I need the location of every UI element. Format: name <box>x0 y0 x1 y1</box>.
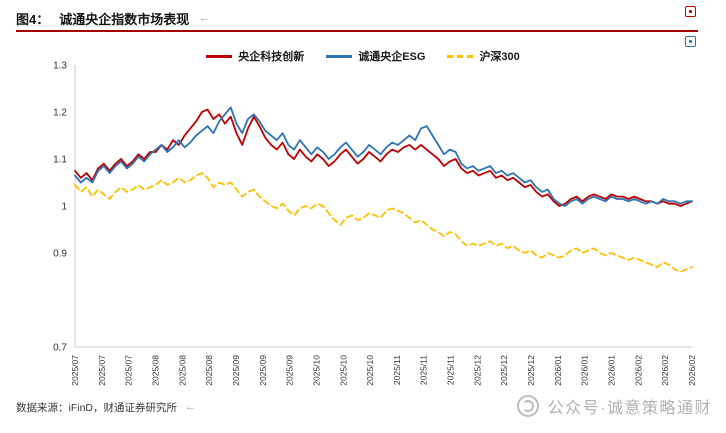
x-tick-label: 2025/07 <box>97 355 107 386</box>
chart-legend: 央企科技创新 诚通央企ESG 沪深300 <box>0 48 726 64</box>
figure-label: 图4： <box>16 12 50 27</box>
x-tick-label: 2025/09 <box>258 355 268 386</box>
y-tick-label: 0.7 <box>53 343 67 354</box>
x-tick-label: 2025/10 <box>338 355 348 386</box>
x-tick-label: 2025/10 <box>311 355 321 386</box>
legend-label: 沪深300 <box>479 51 520 63</box>
x-tick-label: 2025/07 <box>124 355 134 386</box>
figure-title: 诚通央企指数市场表现 <box>59 12 190 27</box>
series-line-1 <box>74 106 693 207</box>
y-tick-label: 1.1 <box>53 155 67 166</box>
paragraph-return-icon: ← <box>185 401 197 413</box>
blue-marker-dot <box>689 40 692 43</box>
legend-item-esg: 诚通央企ESG <box>326 48 425 64</box>
data-source: 数据来源：iFinD，财通证券研究所 ← <box>16 400 196 415</box>
paragraph-return-icon: ← <box>176 363 187 375</box>
x-tick-label: 2026/02 <box>660 355 670 386</box>
yellow-dashed-swatch-icon <box>447 54 474 58</box>
paragraph-return-icon: ← <box>199 12 211 24</box>
x-tick-label: 2026/02 <box>687 355 697 386</box>
x-tick-label: 2026/01 <box>553 355 563 386</box>
legend-item-csi300: 沪深300 <box>447 48 520 64</box>
x-tick-label: 2025/08 <box>150 355 160 386</box>
red-marker-icon <box>685 6 696 17</box>
x-tick-label: 2025/12 <box>526 355 536 386</box>
x-tick-label: 2025/12 <box>499 355 509 386</box>
x-tick-label: 2025/11 <box>419 355 429 385</box>
x-tick-label: 2025/12 <box>472 355 482 386</box>
figure-header: 图4： 诚通央企指数市场表现 ← <box>16 9 210 28</box>
x-tick-label: 2025/11 <box>446 355 456 385</box>
series-line-0 <box>74 108 693 207</box>
x-tick-label: 2025/10 <box>365 355 375 386</box>
blue-line-swatch-icon <box>326 54 353 58</box>
watermark: 公众号·诚意策略通财 <box>516 394 712 418</box>
y-tick-label: 1.2 <box>53 108 67 119</box>
red-marker-dot <box>689 10 692 13</box>
y-tick-label: 1.3 <box>53 61 67 72</box>
x-tick-label: 2025/08 <box>204 355 214 386</box>
y-tick-label: 0.9 <box>53 249 67 260</box>
x-tick-label: 2025/09 <box>231 355 241 386</box>
legend-item-tech-innovation: 央企科技创新 <box>206 48 304 64</box>
x-tick-label: 2026/01 <box>580 355 590 386</box>
x-tick-label: 2026/01 <box>607 355 617 386</box>
x-tick-label: 2026/02 <box>633 355 643 386</box>
blue-marker-icon <box>685 36 696 47</box>
y-tick-label: 1 <box>61 202 67 213</box>
watermark-text: 公众号·诚意策略通财 <box>547 400 712 417</box>
x-tick-label: 2025/07 <box>70 355 80 386</box>
x-tick-label: 2025/09 <box>285 355 295 386</box>
x-tick-label: 2025/11 <box>392 355 402 385</box>
data-source-text: 数据来源：iFinD，财通证券研究所 <box>16 402 178 414</box>
watermark-logo-icon <box>516 395 539 417</box>
x-tick-label: 2025/08 <box>177 355 187 386</box>
title-underline <box>16 30 698 32</box>
legend-label: 诚通央企ESG <box>358 51 426 63</box>
series-line-2 <box>74 172 693 273</box>
red-line-swatch-icon <box>206 54 233 58</box>
legend-label: 央企科技创新 <box>238 51 305 63</box>
